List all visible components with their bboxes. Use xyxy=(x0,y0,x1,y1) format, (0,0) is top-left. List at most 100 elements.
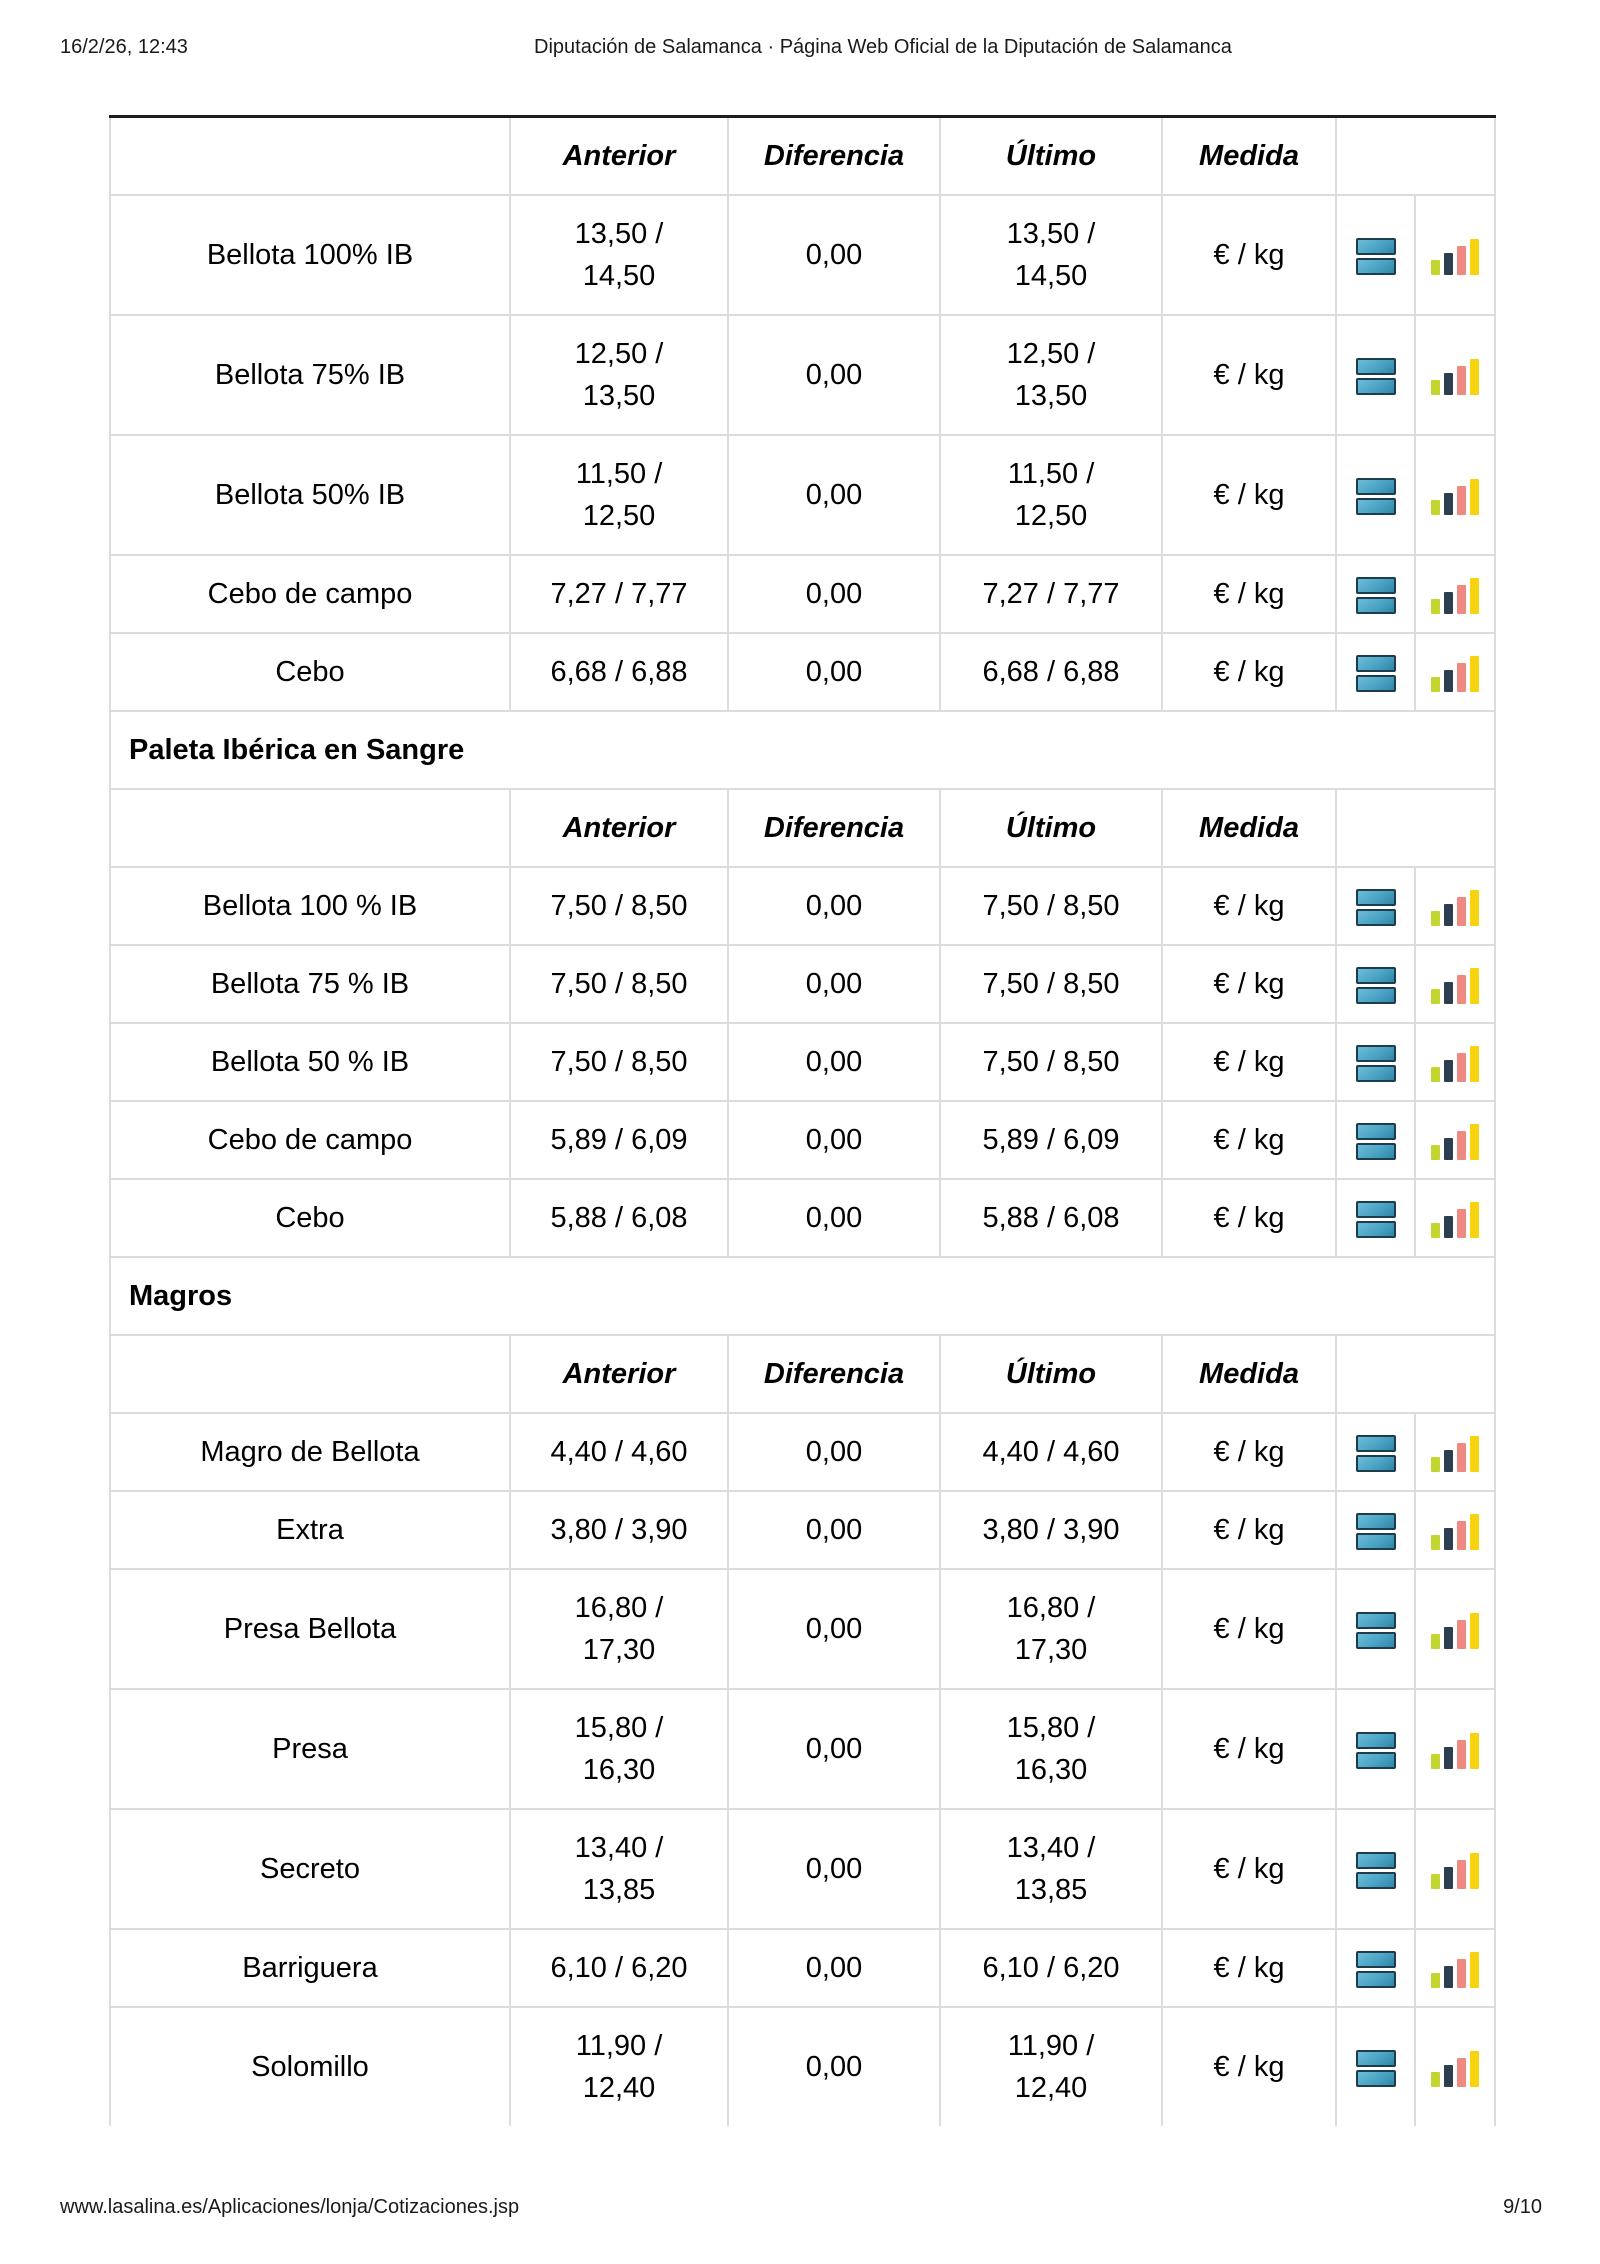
bar-chart-icon[interactable] xyxy=(1431,654,1479,693)
table-row: Secreto 13,40 / 13,85 0,00 13,40 / 13,85 € /… xyxy=(109,1808,1496,1930)
bar-chart-icon[interactable] xyxy=(1431,888,1479,927)
table-view-icon[interactable] xyxy=(1355,1950,1396,1988)
table-view-cell xyxy=(1335,314,1416,436)
ultimo-value-cell: 5,89 / 6,09 xyxy=(939,1100,1163,1180)
bar-chart-icon[interactable] xyxy=(1431,357,1479,396)
column-header-medida: Medida xyxy=(1161,1334,1337,1414)
column-header-actions xyxy=(1335,1334,1496,1414)
bar-b4 xyxy=(1470,1202,1479,1239)
bar-b4 xyxy=(1470,359,1479,396)
chart-view-cell xyxy=(1414,1490,1496,1570)
section-title-row: Magros xyxy=(109,1256,1496,1336)
ultimo-value-cell: 15,80 / 16,30 xyxy=(939,1688,1163,1810)
table-view-icon[interactable] xyxy=(1355,966,1396,1004)
product-name-cell: Cebo de campo xyxy=(109,554,511,634)
table-row: Bellota 50% IB 11,50 / 12,50 0,00 11,50 / 1… xyxy=(109,434,1496,556)
ultimo-value-cell: 6,68 / 6,88 xyxy=(939,632,1163,712)
table-view-icon[interactable] xyxy=(1355,654,1396,692)
diferencia-value-cell: 0,00 xyxy=(727,1808,941,1930)
ultimo-value-cell: 13,50 / 14,50 xyxy=(939,194,1163,316)
table-view-icon[interactable] xyxy=(1355,357,1396,395)
bar-chart-icon[interactable] xyxy=(1431,237,1479,276)
bar-b2 xyxy=(1444,373,1453,396)
column-header-ultimo: Último xyxy=(939,1334,1163,1414)
bar-chart-icon[interactable] xyxy=(1431,1434,1479,1473)
diferencia-value-cell: 0,00 xyxy=(727,1928,941,2008)
table-row: Barriguera 6,10 / 6,20 0,00 6,10 / 6,20 € / … xyxy=(109,1928,1496,2008)
table-view-icon[interactable] xyxy=(1355,1731,1396,1769)
chart-view-cell xyxy=(1414,1808,1496,1930)
bar-b4 xyxy=(1470,578,1479,615)
product-name-cell: Bellota 50 % IB xyxy=(109,1022,511,1102)
diferencia-value-cell: 0,00 xyxy=(727,866,941,946)
anterior-value-cell: 5,88 / 6,08 xyxy=(509,1178,729,1258)
table-view-icon[interactable] xyxy=(1355,1200,1396,1238)
table-view-icon[interactable] xyxy=(1355,1122,1396,1160)
bar-chart-icon[interactable] xyxy=(1431,1851,1479,1890)
bar-chart-icon[interactable] xyxy=(1431,1950,1479,1989)
bar-chart-icon[interactable] xyxy=(1431,1731,1479,1770)
bar-chart-icon[interactable] xyxy=(1431,1200,1479,1239)
bar-b4 xyxy=(1470,1124,1479,1161)
bar-b1 xyxy=(1431,1067,1440,1083)
bar-chart-icon[interactable] xyxy=(1431,1122,1479,1161)
bar-b4 xyxy=(1470,1952,1479,1989)
bar-b4 xyxy=(1470,1853,1479,1890)
anterior-value-cell: 6,68 / 6,88 xyxy=(509,632,729,712)
column-header-actions xyxy=(1335,115,1496,196)
bar-b3 xyxy=(1457,2058,1466,2088)
bar-chart-icon[interactable] xyxy=(1431,576,1479,615)
table-view-icon[interactable] xyxy=(1355,2049,1396,2087)
table-view-icon[interactable] xyxy=(1355,1851,1396,1889)
bar-b4 xyxy=(1470,968,1479,1005)
bar-b1 xyxy=(1431,1223,1440,1239)
table-view-icon[interactable] xyxy=(1355,1611,1396,1649)
bar-chart-icon[interactable] xyxy=(1431,2049,1479,2088)
table-view-icon[interactable] xyxy=(1355,576,1396,614)
ultimo-value-cell: 11,50 / 12,50 xyxy=(939,434,1163,556)
table-view-icon[interactable] xyxy=(1355,1512,1396,1550)
bar-b1 xyxy=(1431,260,1440,276)
table-row: Bellota 50 % IB 7,50 / 8,50 0,00 7,50 / 8,5… xyxy=(109,1022,1496,1102)
medida-value-cell: € / kg xyxy=(1161,1412,1337,1492)
table-row: Cebo 5,88 / 6,08 0,00 5,88 / 6,08 € / kg xyxy=(109,1178,1496,1258)
table-view-icon[interactable] xyxy=(1355,477,1396,515)
medida-value-cell: € / kg xyxy=(1161,632,1337,712)
table-view-cell xyxy=(1335,194,1416,316)
medida-value-cell: € / kg xyxy=(1161,1100,1337,1180)
medida-value-cell: € / kg xyxy=(1161,2006,1337,2126)
bar-b1 xyxy=(1431,911,1440,927)
column-header-row: Anterior Diferencia Último Medida xyxy=(109,115,1496,196)
bar-b1 xyxy=(1431,1754,1440,1770)
bar-b3 xyxy=(1457,897,1466,927)
bar-chart-icon[interactable] xyxy=(1431,966,1479,1005)
table-view-icon[interactable] xyxy=(1355,237,1396,275)
chart-view-cell xyxy=(1414,2006,1496,2126)
table-view-cell xyxy=(1335,1808,1416,1930)
bar-chart-icon[interactable] xyxy=(1431,477,1479,516)
bar-b2 xyxy=(1444,493,1453,516)
column-header-anterior: Anterior xyxy=(509,1334,729,1414)
ultimo-value-cell: 13,40 / 13,85 xyxy=(939,1808,1163,1930)
table-view-icon[interactable] xyxy=(1355,1434,1396,1472)
table-view-icon[interactable] xyxy=(1355,888,1396,926)
table-view-icon[interactable] xyxy=(1355,1044,1396,1082)
bar-b1 xyxy=(1431,380,1440,396)
bar-b2 xyxy=(1444,1966,1453,1989)
bar-chart-icon[interactable] xyxy=(1431,1611,1479,1650)
product-name-cell: Bellota 100 % IB xyxy=(109,866,511,946)
bar-b4 xyxy=(1470,1046,1479,1083)
bar-b2 xyxy=(1444,1528,1453,1551)
diferencia-value-cell: 0,00 xyxy=(727,2006,941,2126)
bar-b4 xyxy=(1470,1613,1479,1650)
bar-chart-icon[interactable] xyxy=(1431,1512,1479,1551)
product-name-cell: Presa Bellota xyxy=(109,1568,511,1690)
column-header-row: Anterior Diferencia Último Medida xyxy=(109,788,1496,868)
diferencia-value-cell: 0,00 xyxy=(727,632,941,712)
product-name-cell: Magro de Bellota xyxy=(109,1412,511,1492)
table-view-cell xyxy=(1335,632,1416,712)
bar-b3 xyxy=(1457,1131,1466,1161)
bar-b1 xyxy=(1431,677,1440,693)
product-name-cell: Presa xyxy=(109,1688,511,1810)
bar-chart-icon[interactable] xyxy=(1431,1044,1479,1083)
